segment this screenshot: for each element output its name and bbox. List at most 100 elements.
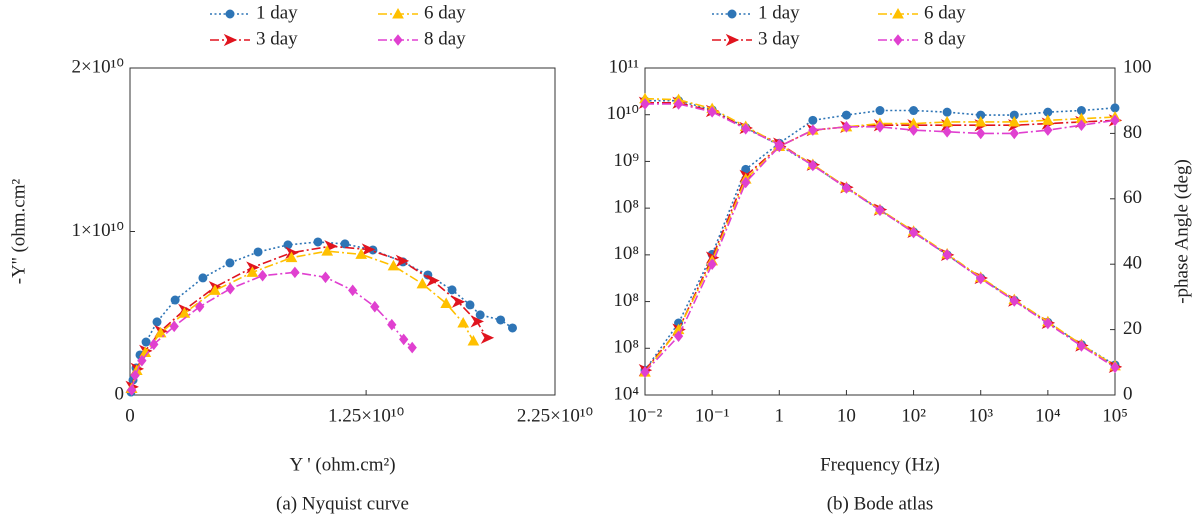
marker (707, 258, 717, 271)
y2-tick-label: 20 (1123, 318, 1142, 339)
marker (440, 297, 453, 308)
marker (225, 282, 235, 295)
x-tick-label: 10⁻² (628, 405, 663, 426)
y-tick-label: 0 (115, 383, 125, 404)
marker (1042, 114, 1054, 125)
legend-label: 1 day (758, 2, 800, 23)
marker (170, 295, 180, 305)
marker (480, 331, 495, 344)
y-axis-title: -Y'' (ohm.cm² (8, 178, 29, 284)
marker (1009, 127, 1019, 140)
marker (152, 317, 162, 327)
marker (178, 307, 191, 318)
marker (774, 140, 784, 153)
marker (942, 249, 952, 261)
marker (313, 237, 323, 247)
marker (340, 239, 350, 249)
y-tick-label: 10⁸ (613, 290, 639, 311)
series-line (644, 107, 1116, 371)
marker (976, 127, 986, 140)
x-tick-label: 10 (837, 405, 856, 426)
plot-frame (129, 67, 556, 396)
marker (508, 323, 517, 333)
marker (741, 122, 751, 135)
marker (154, 326, 167, 338)
marker (640, 366, 650, 378)
y2-tick-label: 100 (1123, 56, 1152, 77)
x-tick-label: 2.25×10¹⁰ (517, 405, 593, 426)
marker (447, 285, 457, 295)
marker (640, 98, 650, 110)
marker (808, 159, 818, 172)
legend-marker (727, 9, 737, 19)
y-tick-label: 10⁹ (613, 150, 639, 171)
legend-label: 1 day (256, 2, 298, 23)
marker (457, 317, 470, 328)
marker (285, 251, 298, 263)
y2-tick-label: 80 (1123, 122, 1142, 143)
marker (808, 115, 818, 125)
marker (741, 176, 751, 189)
y2-tick-label: 40 (1123, 253, 1142, 274)
legend-marker (393, 34, 403, 46)
legend-label: 8 day (424, 28, 466, 49)
marker (808, 124, 818, 136)
marker (320, 271, 331, 284)
y-tick-label: 10⁸ (613, 197, 639, 218)
legend-marker (893, 34, 903, 46)
y2-tick-label: 0 (1123, 383, 1133, 404)
y-tick-label: 2×10¹⁰ (71, 56, 124, 77)
marker (1043, 124, 1053, 136)
legend-marker (892, 7, 904, 19)
x-axis-title: Frequency (Hz) (820, 454, 940, 475)
series-line (644, 97, 1116, 367)
y-tick-label: 10¹¹ (609, 56, 640, 77)
x-tick-label: 10³ (968, 405, 993, 426)
caption: (b) Bode atlas (827, 493, 934, 514)
marker (974, 115, 987, 127)
marker (465, 300, 475, 310)
legend-label: 8 day (924, 28, 966, 49)
plot-frame (644, 67, 1116, 396)
marker (399, 333, 409, 346)
marker (395, 254, 410, 268)
marker (673, 98, 684, 110)
marker (290, 266, 300, 279)
series-line (130, 250, 475, 389)
marker (1009, 295, 1019, 307)
marker (1110, 114, 1120, 127)
marker (908, 124, 919, 136)
marker (195, 300, 205, 313)
marker (875, 106, 885, 116)
legend-label: 3 day (758, 28, 800, 49)
marker (169, 320, 179, 333)
marker (673, 330, 684, 342)
legend-marker (223, 33, 238, 47)
marker (1110, 103, 1120, 113)
marker (127, 384, 137, 396)
x-tick-label: 1 (775, 405, 785, 426)
marker (841, 182, 852, 194)
y-tick-label: 10⁸ (613, 243, 639, 264)
marker (942, 125, 952, 138)
marker (257, 269, 268, 282)
marker (908, 226, 919, 239)
marker (416, 277, 429, 289)
marker (1110, 361, 1120, 374)
legend-marker (725, 33, 740, 47)
marker (137, 354, 147, 367)
y-tick-label: 10⁸ (613, 337, 639, 358)
marker (875, 204, 885, 217)
marker (321, 245, 334, 256)
legend-label: 6 day (924, 2, 966, 23)
x-tick-label: 10⁵ (1102, 405, 1128, 426)
marker (841, 110, 851, 120)
marker (370, 300, 380, 313)
marker (1076, 340, 1087, 352)
marker (941, 115, 953, 127)
marker (1008, 115, 1021, 127)
y-tick-label: 10⁴ (613, 383, 639, 404)
caption: (a) Nyquist curve (276, 493, 409, 514)
x-tick-label: 1.25×10¹⁰ (328, 405, 404, 426)
